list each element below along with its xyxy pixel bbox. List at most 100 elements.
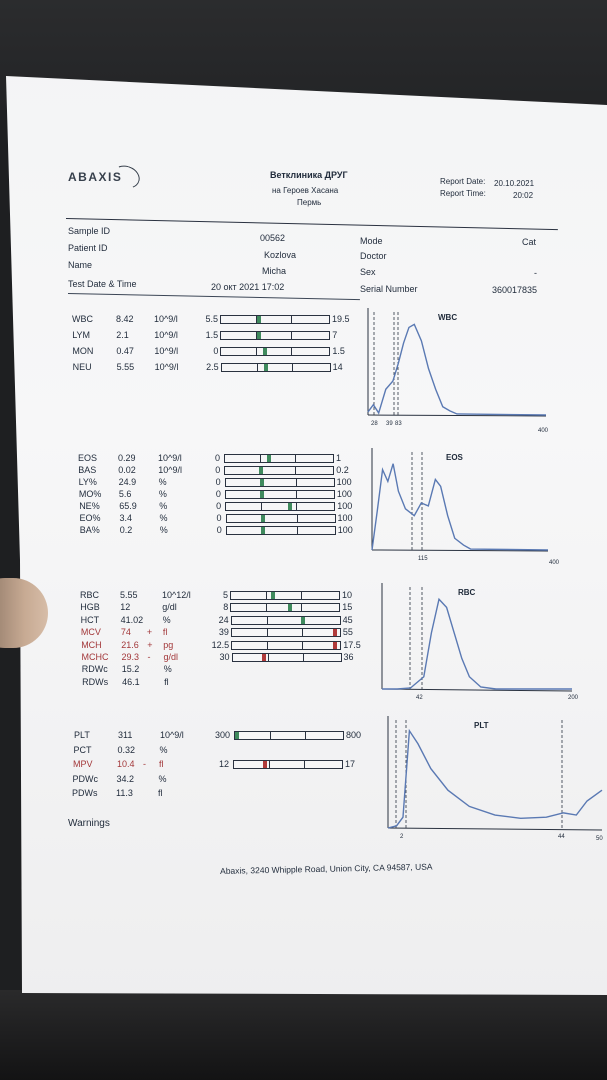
name-label: Name [68,260,93,270]
param-value: 3.4 [119,513,133,523]
range-bar [220,315,330,324]
range-low: 5.5 [205,314,218,324]
param-value: 5.55 [116,362,135,372]
param-unit: fl [162,627,168,638]
report-time-label: Report Time: [440,189,486,198]
range-bar [220,331,331,340]
param-unit: pg [163,639,174,650]
patient-rule [67,293,360,301]
serial-label: Serial Number [360,284,418,294]
param-unit: % [162,614,171,625]
range-low: 1.5 [205,330,219,340]
sex-value: - [534,268,537,278]
bar-divider [256,364,258,371]
range-low: 0 [215,477,221,487]
param-name: NE% [79,501,100,511]
param-unit: % [158,489,167,499]
range-low: 0 [213,346,219,356]
tick-label: 115 [418,556,428,562]
x-max-label: 400 [538,428,549,434]
range-low: 0 [216,501,222,511]
range-low: 0 [216,513,222,523]
range-high: 100 [337,501,353,511]
sample-id-label: Sample ID [68,226,111,236]
param-name: RDWc [81,664,108,675]
bar-divider [305,732,306,739]
bar-divider [269,761,270,768]
param-unit: 10^9/l [154,362,179,372]
bar-divider [261,503,263,510]
bar-divider [295,479,297,486]
param-unit: % [159,744,168,755]
range-bar [224,490,335,499]
param-unit: % [159,501,168,511]
value-marker [260,515,265,522]
range-low: 0 [214,453,220,463]
param-unit: % [163,664,172,675]
param-unit: 10^9/l [154,314,178,324]
histogram-title: RBC [458,588,476,597]
range-bar [233,760,343,769]
value-marker [288,604,293,612]
param-value: 21.6 [121,639,139,650]
tick-label: 39 [386,421,393,427]
clinic-address: на Героев Хасана [272,186,339,195]
histogram-title: EOS [446,453,464,462]
range-high: 10 [342,590,353,600]
param-name: EOS [78,453,98,463]
x-axis [367,414,547,417]
bar-divider [291,332,293,339]
range-high: 100 [336,489,352,499]
range-bar [224,478,335,487]
range-low: 2.5 [206,362,219,372]
range-bar [230,603,341,613]
histogram-title: PLT [474,721,489,730]
param-value: 12 [120,602,131,613]
param-name: PLT [74,730,90,740]
report-time: 20:02 [513,191,534,200]
range-bar [224,466,335,475]
report-date: 20.10.2021 [494,179,535,188]
param-flag: - [147,652,151,662]
bar-divider [296,515,298,522]
x-axis [381,688,573,692]
sex-label: Sex [360,267,376,277]
param-unit: 10^9/l [154,330,178,340]
range-high: 1.5 [332,346,345,356]
bar-divider [266,592,267,599]
value-marker [261,654,266,661]
range-low: 0 [215,465,221,475]
param-name: MPV [73,759,93,769]
value-marker [263,364,268,371]
param-name: PDWs [72,788,98,798]
clinic-city: Пермь [297,198,322,207]
range-high: 36 [343,652,354,662]
distribution-curve [371,463,549,551]
range-bar [220,363,331,372]
range-high: 100 [337,513,353,523]
x-axis [371,549,549,552]
range-high: 55 [342,627,353,638]
param-unit: g/dl [162,602,177,613]
param-unit: fl [158,788,163,798]
param-value: 74 [120,627,131,638]
bar-divider [266,629,268,637]
bar-divider [295,455,296,462]
bar-divider [301,604,303,612]
param-unit: 10^9/l [158,465,183,475]
test-datetime: 20 окт 2021 17:02 [211,282,285,292]
doctor-label: Doctor [360,251,387,261]
param-unit: 10^9/l [160,730,184,740]
bar-divider [291,316,292,323]
range-high: 7 [332,330,338,340]
param-name: LYM [72,330,91,340]
range-low: 39 [218,627,229,638]
plt-histogram: PLT 2 44 50 [387,716,603,842]
abaxis-logo: ABAXIS [68,170,123,184]
param-value: 2.1 [116,330,129,340]
logo-swoosh-icon [109,161,143,193]
range-low: 0 [216,525,222,535]
param-name: PDWc [72,773,99,784]
serial-value: 360017835 [492,285,538,295]
range-bar [230,615,341,625]
